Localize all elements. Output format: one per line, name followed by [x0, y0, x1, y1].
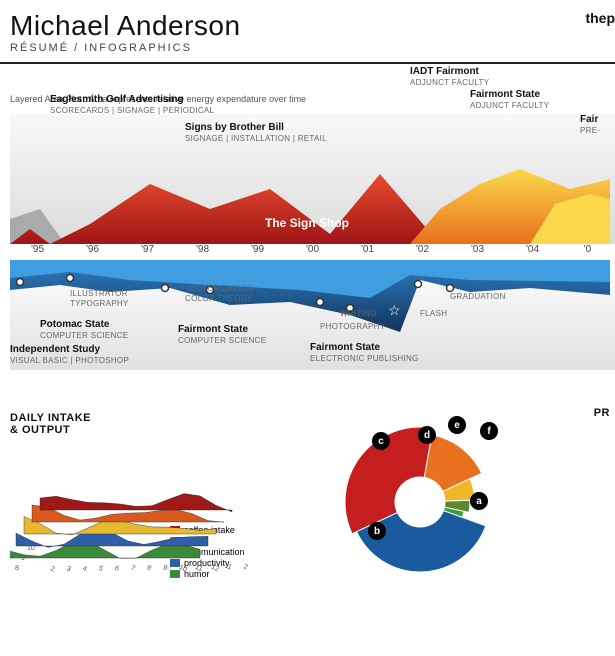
donut-label: c: [372, 432, 390, 450]
daily-intake-block: DAILY INTAKE & OUTPUT 234567891011121289…: [10, 412, 290, 582]
year-tick: '0: [560, 244, 615, 260]
svg-text:6: 6: [113, 565, 120, 573]
callout: ILLUSTRATOR TYPOGRAPHY: [70, 289, 129, 308]
svg-text:3: 3: [65, 565, 72, 573]
callout: WRITING: [340, 309, 377, 319]
callout: Signs by Brother BillSIGNAGE | INSTALLAT…: [185, 122, 327, 144]
svg-text:10: 10: [178, 564, 188, 574]
header: Michael Anderson RÉSUMÉ / INFOGRAPHICS: [0, 0, 615, 64]
year-tick: '96: [65, 244, 120, 260]
callout: Fairmont StateCOMPUTER SCIENCE: [178, 324, 266, 346]
donut-label: d: [418, 426, 436, 444]
year-tick: '97: [120, 244, 175, 260]
callout: Potomac StateCOMPUTER SCIENCE: [40, 319, 128, 341]
year-tick: '99: [230, 244, 285, 260]
top-right-text: thep: [585, 10, 615, 26]
svg-text:5: 5: [97, 565, 104, 573]
callout: Independent StudyVISUAL BASIC | PHOTOSHO…: [10, 344, 129, 366]
lower-section: DAILY INTAKE & OUTPUT 234567891011121289…: [0, 412, 615, 582]
donut-label: f: [480, 422, 498, 440]
callout: PHOTOGRAPHY: [320, 322, 385, 332]
svg-text:8: 8: [15, 565, 19, 572]
daily-title: DAILY INTAKE & OUTPUT: [10, 412, 290, 436]
callout: Fairmont StateADJUNCT FACULTY: [470, 89, 549, 111]
callout: FLASH: [420, 309, 447, 319]
svg-text:1: 1: [226, 563, 233, 571]
donut-block: PR abcdef: [320, 412, 520, 582]
donut-label: b: [368, 522, 386, 540]
svg-text:11: 11: [194, 564, 204, 573]
year-tick: '95: [10, 244, 65, 260]
callout: VECTORIZATION COLOR THEORY: [185, 284, 253, 303]
callout: IADT FairmontADJUNCT FACULTY: [410, 66, 489, 88]
callout: Eaglesmith Golf AdvertisingSCORECARDS | …: [50, 94, 214, 116]
donut-title: PR: [594, 407, 610, 419]
svg-text:4: 4: [81, 565, 88, 573]
person-name: Michael Anderson: [10, 10, 615, 42]
year-tick: '01: [340, 244, 395, 260]
callout: FairPRE-: [580, 114, 600, 136]
svg-text:☆: ☆: [388, 302, 401, 318]
year-tick: '03: [450, 244, 505, 260]
svg-text:9: 9: [162, 564, 169, 572]
year-axis: '95'96'97'98'99'00'01'02'03'04'0: [10, 244, 615, 260]
timeline-section: Layered Area Plot : Area represents rela…: [10, 94, 615, 404]
subtitle: RÉSUMÉ / INFOGRAPHICS: [10, 42, 615, 54]
svg-text:10: 10: [27, 545, 35, 552]
callout: GRADUATION: [450, 292, 506, 302]
3d-area-chart: 23456789101112128910: [10, 440, 260, 580]
svg-text:9: 9: [21, 555, 25, 562]
svg-text:12: 12: [210, 564, 220, 574]
svg-text:2: 2: [49, 565, 56, 573]
callout: Fairmont StateELECTRONIC PUBLISHING: [310, 342, 419, 364]
donut-label: e: [448, 416, 466, 434]
year-tick: '04: [505, 244, 560, 260]
svg-text:2: 2: [242, 563, 249, 571]
year-tick: '02: [395, 244, 450, 260]
donut-label: a: [470, 492, 488, 510]
year-tick: '00: [285, 244, 340, 260]
year-tick: '98: [175, 244, 230, 260]
svg-text:8: 8: [146, 564, 153, 572]
svg-text:7: 7: [130, 565, 137, 573]
sign-shop-label: The Sign Shop: [265, 216, 349, 230]
